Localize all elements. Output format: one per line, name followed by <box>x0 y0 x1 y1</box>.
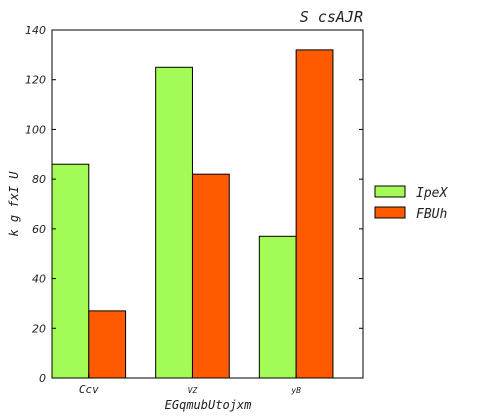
legend-swatch-FBUh <box>374 206 406 219</box>
x-tick-label-yB: yB <box>290 386 301 395</box>
bar-IpeX-VZ <box>155 66 193 379</box>
y-tick-label: 80 <box>32 173 46 186</box>
bar-IpeX-Ccv <box>51 163 90 379</box>
bar-FBUh-Ccv <box>88 310 127 379</box>
x-tick-label-VZ: VZ <box>188 386 198 395</box>
y-tick-label: 120 <box>25 74 46 87</box>
x-axis-ticks: Ccv VZ yB <box>79 374 301 396</box>
y-axis-label: k g fxI U <box>7 171 21 237</box>
y-tick-label: 0 <box>39 372 46 385</box>
legend-swatch-IpeX <box>374 185 406 198</box>
y-tick-label: 60 <box>32 223 46 236</box>
bar-FBUh-VZ <box>191 173 230 379</box>
bar-FBUh-yB <box>295 49 334 379</box>
legend-label-IpeX: IpeX <box>416 186 448 201</box>
y-axis-ticks: 0 20 40 60 80 100 120 140 <box>25 24 363 385</box>
bars-group <box>51 49 334 379</box>
y-tick-label: 40 <box>32 273 46 286</box>
chart-title: S csAJR <box>300 8 363 26</box>
legend: IpeX FBUh <box>374 185 448 222</box>
x-tick-label-Ccv: Ccv <box>79 383 99 396</box>
plot-area-frame <box>51 29 364 379</box>
x-axis-label: EGqmubUtojxm <box>165 398 252 412</box>
y-tick-label: 20 <box>32 322 46 335</box>
bar-IpeX-yB <box>258 235 297 379</box>
legend-label-FBUh: FBUh <box>416 207 447 222</box>
y-tick-label: 100 <box>25 123 46 136</box>
y-tick-label: 140 <box>25 24 46 37</box>
